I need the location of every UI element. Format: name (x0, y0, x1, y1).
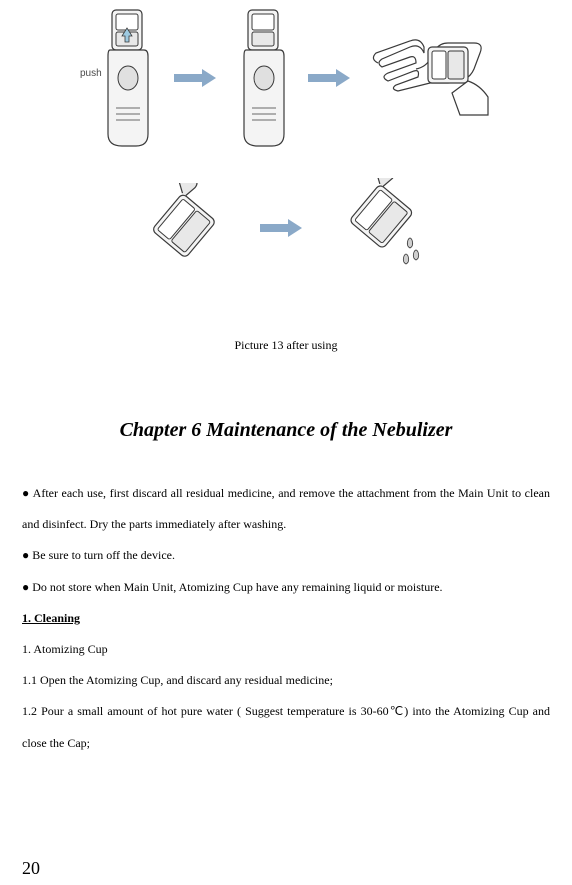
chapter-title: Chapter 6 Maintenance of the Nebulizer (22, 419, 550, 442)
body-p1: ● After each use, first discard all resi… (22, 478, 550, 540)
arrow-icon (306, 67, 352, 89)
page-number: 20 (22, 858, 40, 879)
body-p6: 1.2 Pour a small amount of hot pure wate… (22, 696, 550, 758)
body-p5: 1.1 Open the Atomizing Cup, and discard … (22, 665, 550, 696)
body-p3: ● Do not store when Main Unit, Atomizing… (22, 572, 550, 603)
illustration-hand-cup (370, 23, 490, 133)
illustration-pour-cup (132, 183, 232, 273)
illustration-pour-cup-drops (330, 178, 440, 278)
body-text: ● After each use, first discard all resi… (22, 478, 550, 759)
figure-caption: Picture 13 after using (22, 338, 550, 353)
body-p2: ● Be sure to turn off the device. (22, 540, 550, 571)
illustration-device-push: push (82, 8, 154, 148)
body-h1: 1. Cleaning (22, 603, 550, 634)
illustration-device (236, 8, 288, 148)
push-label: push (80, 68, 102, 79)
arrow-icon (258, 217, 304, 239)
arrow-icon (172, 67, 218, 89)
body-p4: 1. Atomizing Cup (22, 634, 550, 665)
figure-row-2 (22, 178, 550, 278)
figure-row-1: push (22, 8, 550, 148)
